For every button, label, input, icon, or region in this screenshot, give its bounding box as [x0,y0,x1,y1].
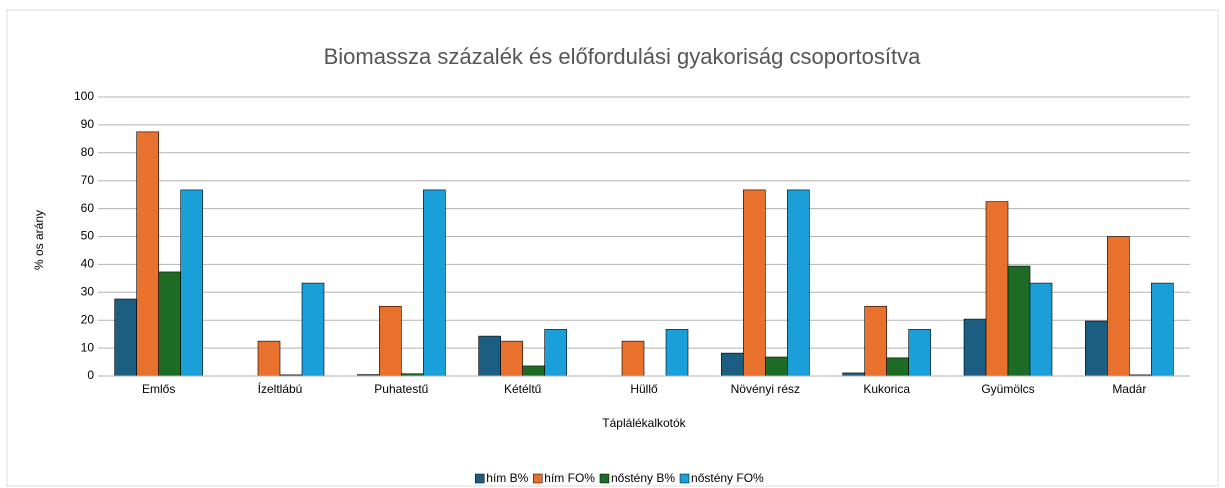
y-tick-label: 90 [81,117,95,131]
bar [301,282,325,377]
legend-label: hím FO% [544,471,595,485]
y-tick-label: 70 [81,173,95,187]
bar [721,352,744,377]
bar [1029,282,1053,377]
bar [886,357,909,377]
y-tick-label: 30 [81,284,95,298]
legend-label: hím B% [486,471,528,485]
legend-swatch [679,473,690,484]
y-tick-label: 10 [81,340,95,354]
chart-frame [6,9,1219,487]
x-tick-label: Puhatestű [374,382,428,396]
y-tick-label: 80 [81,145,95,159]
bar [1085,320,1108,377]
bar [379,305,402,377]
bar [908,329,931,377]
x-tick-label: Madár [1112,382,1146,396]
bar [743,189,766,377]
bar [665,329,689,377]
y-tick-label: 100 [74,89,94,103]
bar [500,340,523,377]
x-axis-label: Táplálékalkotók [602,416,686,430]
bar [1007,265,1031,377]
x-tick-label: Emlős [142,382,175,396]
x-tick-label: Ízeltlábú [258,381,303,396]
bar [158,271,181,377]
y-tick-label: 20 [81,312,95,326]
bar [864,305,887,377]
x-tick-label: Gyümölcs [981,382,1034,396]
y-tick-label: 40 [81,257,95,271]
bar [114,298,137,377]
x-tick-label: Növényi rész [731,382,800,396]
y-tick-label: 50 [81,229,95,243]
x-tick-label: Hüllő [630,382,658,396]
legend-label: nőstény B% [611,471,675,485]
bar [180,189,203,377]
y-axis-label: % os arány [32,210,46,270]
bar [985,201,1009,377]
bar [1107,236,1130,377]
legend-swatch [533,473,543,484]
bar [963,318,987,377]
bar [765,356,788,377]
chart-title: Biomassza százalék és előfordulási gyako… [324,44,921,69]
y-tick-label: 60 [81,201,95,215]
bar [621,340,645,377]
bar [423,189,446,377]
y-tick-label: 0 [87,368,94,382]
bar [257,340,281,377]
bar [787,189,810,377]
bar [544,329,567,377]
legend-swatch [599,473,610,484]
x-tick-label: Kétéltű [504,382,542,396]
legend-swatch [475,473,485,484]
legend-label: nőstény FO% [691,471,764,485]
x-tick-label: Kukorica [863,382,910,396]
bar [1151,282,1174,377]
bar [136,131,159,377]
bar [478,335,501,377]
bar [522,365,545,377]
